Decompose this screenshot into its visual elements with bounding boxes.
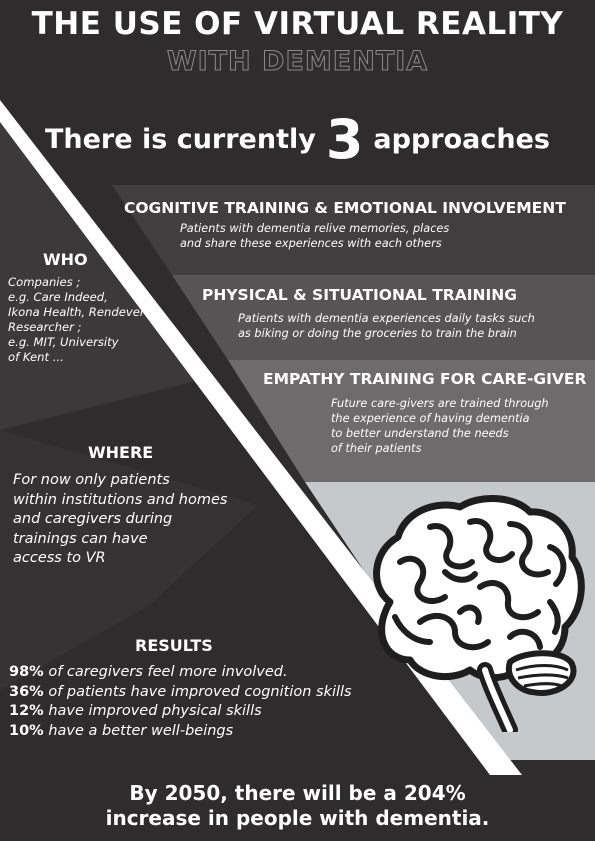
who-text: Companies ; e.g. Care Indeed, Ikona Heal… [8,275,145,365]
result-item: 12% have improved physical skills [9,702,352,722]
result-item: 98% of caregivers feel more involved. [9,663,352,683]
approach-band-2 [172,275,595,360]
approach-3-title: EMPATHY TRAINING FOR CARE-GIVER [263,370,587,388]
where-line: trainings can have [13,530,148,547]
approach-2-line: as biking or doing the groceries to trai… [238,327,517,340]
approach-2-title: PHYSICAL & SITUATIONAL TRAINING [202,286,517,304]
result-value: 36% [9,683,44,700]
intro-suffix: approaches [373,124,550,155]
approach-2-line: Patients with dementia experiences daily… [238,312,535,325]
who-title: WHO [43,250,88,269]
who-line: e.g. Care Indeed, [8,290,108,304]
approach-3-line: of their patients [331,442,422,455]
approach-1-line: and share these experiences with each ot… [180,237,442,250]
brain-icon [373,494,585,732]
approach-1-title: COGNITIVE TRAINING & EMOTIONAL INVOLVEME… [124,199,566,217]
result-item: 36% of patients have improved cognition … [9,683,352,703]
approach-2-description: Patients with dementia experiences daily… [238,311,535,341]
page-subtitle: WITH DEMENTIA [166,46,429,78]
who-line: Researcher ; [8,320,82,334]
approaches-count: 3 [325,108,364,171]
result-text: of patients have improved cognition skil… [48,683,352,700]
results-title: RESULTS [135,636,213,655]
approach-1-description: Patients with dementia relive memories, … [180,221,449,251]
where-text: For now only patients within institution… [13,471,227,569]
approach-3-line: to better understand the needs [331,427,509,440]
where-line: For now only patients [13,472,170,488]
where-line: within institutions and homes [13,491,228,508]
where-line: and caregivers during [13,511,173,527]
approach-band-1 [112,185,595,275]
who-line: e.g. MIT, University [8,335,119,349]
approach-3-line: the experience of having dementia [331,412,530,425]
who-line: of Kent ... [8,350,64,364]
results-list: 98% of caregivers feel more involved. 36… [9,663,352,741]
footer-line-2: increase in people with dementia. [105,806,490,830]
approach-band-3 [228,360,595,482]
approach-1-line: Patients with dementia relive memories, … [180,222,450,235]
result-text: have a better well-beings [48,722,234,739]
where-title: WHERE [88,443,154,462]
who-line: Ikona Health, Rendever [8,305,145,319]
where-line: access to VR [13,550,106,566]
result-text: of caregivers feel more involved. [48,664,288,680]
intro-prefix: There is currently [44,124,316,155]
where-panel [0,430,258,690]
result-value: 98% [9,664,44,680]
who-line: Companies ; [8,275,81,289]
footer-statement: By 2050, there will be a 204% increase i… [0,781,595,831]
approach-3-description: Future care-givers are trained through t… [331,396,549,456]
footer-line-1: By 2050, there will be a 204% [129,781,466,805]
page-title: THE USE OF VIRTUAL REALITY [31,6,564,42]
approaches-intro: There is currently 3 approaches [0,108,595,171]
approach-3-line: Future care-givers are trained through [331,397,549,410]
result-value: 10% [9,722,44,739]
result-text: have improved physical skills [48,703,262,719]
result-item: 10% have a better well-beings [9,722,352,742]
result-value: 12% [9,703,44,719]
